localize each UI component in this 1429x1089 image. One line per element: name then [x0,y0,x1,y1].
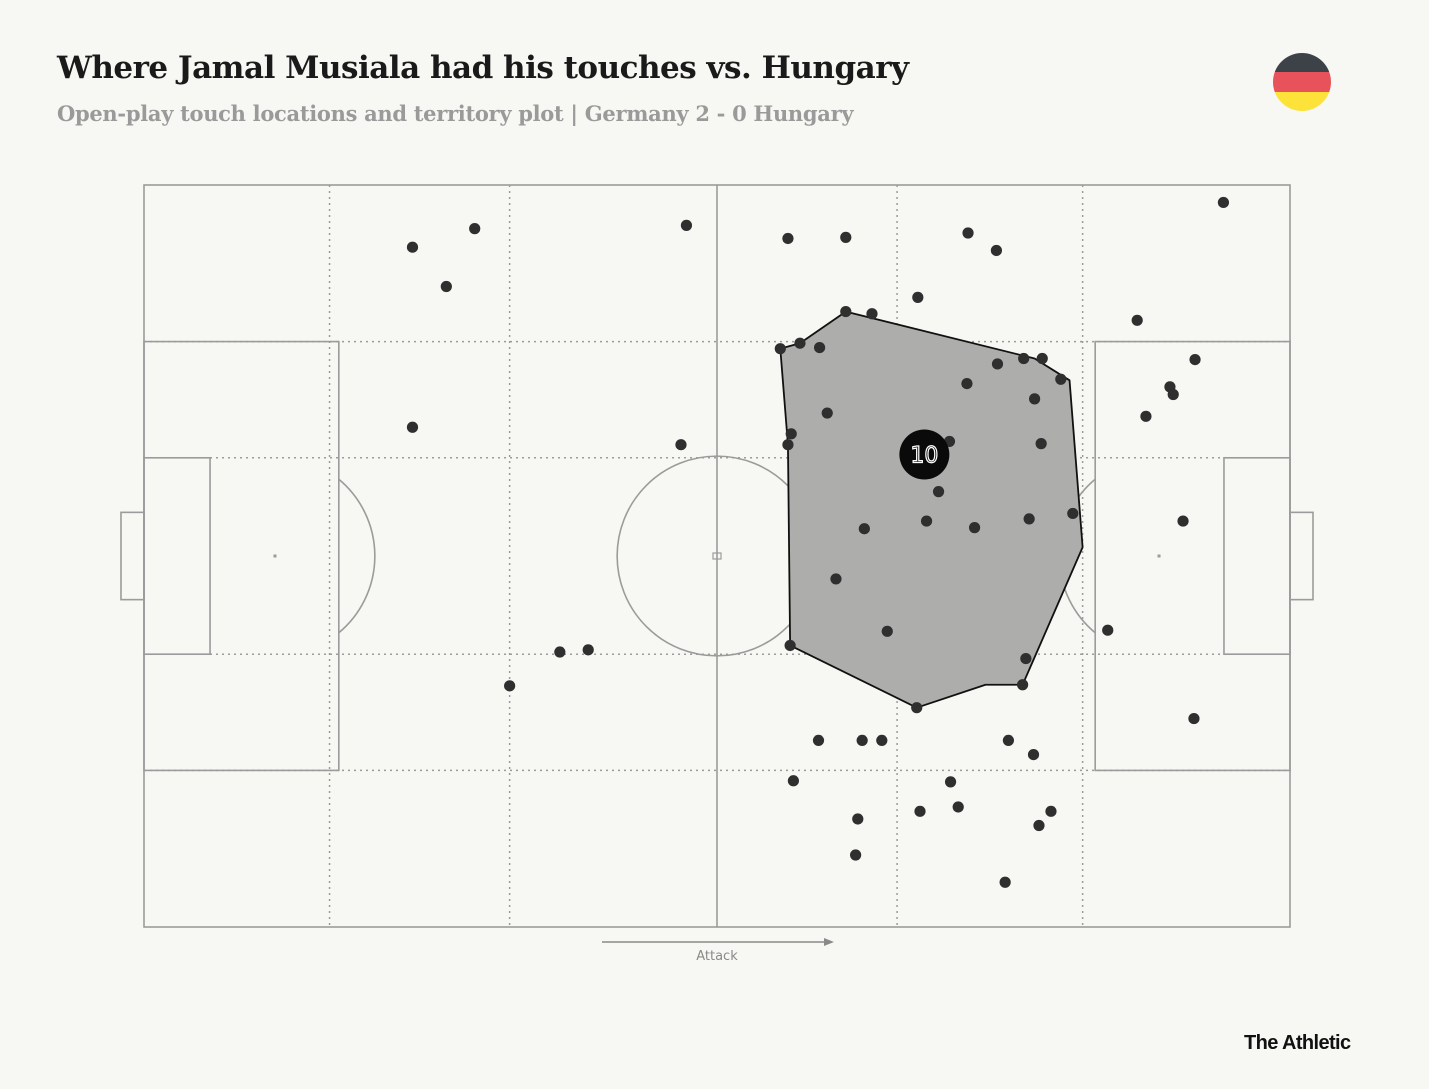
touch-points [406,196,1230,888]
touch-point-40 [911,702,923,714]
left-goal-area [143,456,211,656]
touch-point-2 [440,280,452,293]
touch-point-57 [999,876,1011,888]
centre-spot [712,552,722,560]
touch-point-52 [952,801,964,813]
touch-point-44 [812,734,825,747]
attack-label: Attack [696,949,738,964]
touch-point-61 [1167,388,1179,401]
touch-point-8 [912,291,924,303]
touch-point-34 [1067,507,1079,520]
touch-point-39 [1017,679,1029,691]
attack-arrow-head-icon [824,938,834,946]
average-position-marker: 10 [899,429,950,480]
touch-point-10 [1131,314,1143,326]
touch-point-45 [856,734,868,747]
territory-hull [779,310,1084,709]
germany-flag-icon [1273,53,1331,111]
touch-point-7 [990,244,1003,257]
touch-point-47 [1002,734,1015,747]
touch-point-48 [1027,748,1040,761]
touch-point-51 [914,805,926,817]
touch-point-23 [1029,393,1041,405]
touch-point-31 [920,515,933,527]
chart-subtitle: Open-play touch locations and territory … [57,101,854,126]
right-penalty-area [1094,340,1291,772]
touch-point-33 [1023,513,1035,525]
touch-point-26 [782,439,794,451]
right-goal [1289,511,1314,601]
touch-point-28 [1035,438,1047,450]
touch-point-20 [991,358,1004,370]
touch-point-1 [469,223,481,235]
touch-point-42 [582,644,594,656]
chart-title: Where Jamal Musiala had his touches vs. … [57,50,909,86]
touch-point-14 [866,308,878,320]
touch-point-9 [1217,196,1230,209]
touch-point-49 [787,775,800,787]
touch-point-12 [675,439,687,451]
touch-point-5 [840,231,852,243]
right-goal-area [1223,456,1291,656]
touch-point-56 [850,849,862,861]
touch-point-60 [1189,353,1201,366]
right-penalty-spot [1157,554,1161,558]
touch-point-53 [1045,805,1057,817]
left-goal [120,511,145,601]
touch-point-19 [1018,352,1030,365]
touch-point-32 [968,522,981,534]
touch-point-0 [406,241,419,253]
touch-point-36 [881,625,893,637]
touch-point-63 [1102,624,1114,636]
touch-point-46 [876,734,888,747]
flag-stripe-red [1273,72,1331,92]
touch-point-21 [1055,373,1067,385]
zone-grid [144,185,1290,927]
left-penalty-arc [338,478,376,634]
touch-point-18 [1036,352,1048,365]
touch-point-3 [680,219,693,231]
touch-point-16 [774,343,786,355]
touch-point-29 [932,486,945,498]
brand-logo: The Athletic [1244,1032,1351,1054]
left-penalty-area [143,340,340,772]
touch-point-62 [1177,515,1189,527]
touch-point-64 [1188,712,1200,725]
left-penalty-spot [273,554,277,558]
touch-point-58 [1140,410,1152,422]
touch-point-38 [1020,652,1032,665]
pitch-markings [120,184,1314,928]
touch-point-24 [821,407,833,419]
touch-point-54 [1033,819,1045,832]
attack-direction: Attack [602,938,834,964]
touch-point-6 [962,227,974,239]
touch-point-25 [785,428,797,440]
touch-point-22 [961,377,973,390]
touch-point-35 [830,573,842,585]
touch-point-50 [944,776,957,788]
touch-point-15 [840,305,852,318]
touch-point-30 [858,523,870,535]
flag-stripe-gold [1273,91,1331,111]
average-position-circle [899,429,950,480]
touch-point-4 [782,232,794,245]
touch-point-37 [784,639,796,652]
touch-point-11 [406,421,419,433]
touch-point-41 [554,646,566,658]
touch-point-13 [794,337,806,349]
touch-point-17 [813,341,826,354]
flag-stripe-black [1273,53,1331,73]
player-number-label: 10 [910,444,938,469]
touch-point-43 [504,680,516,692]
touch-point-55 [852,813,864,825]
